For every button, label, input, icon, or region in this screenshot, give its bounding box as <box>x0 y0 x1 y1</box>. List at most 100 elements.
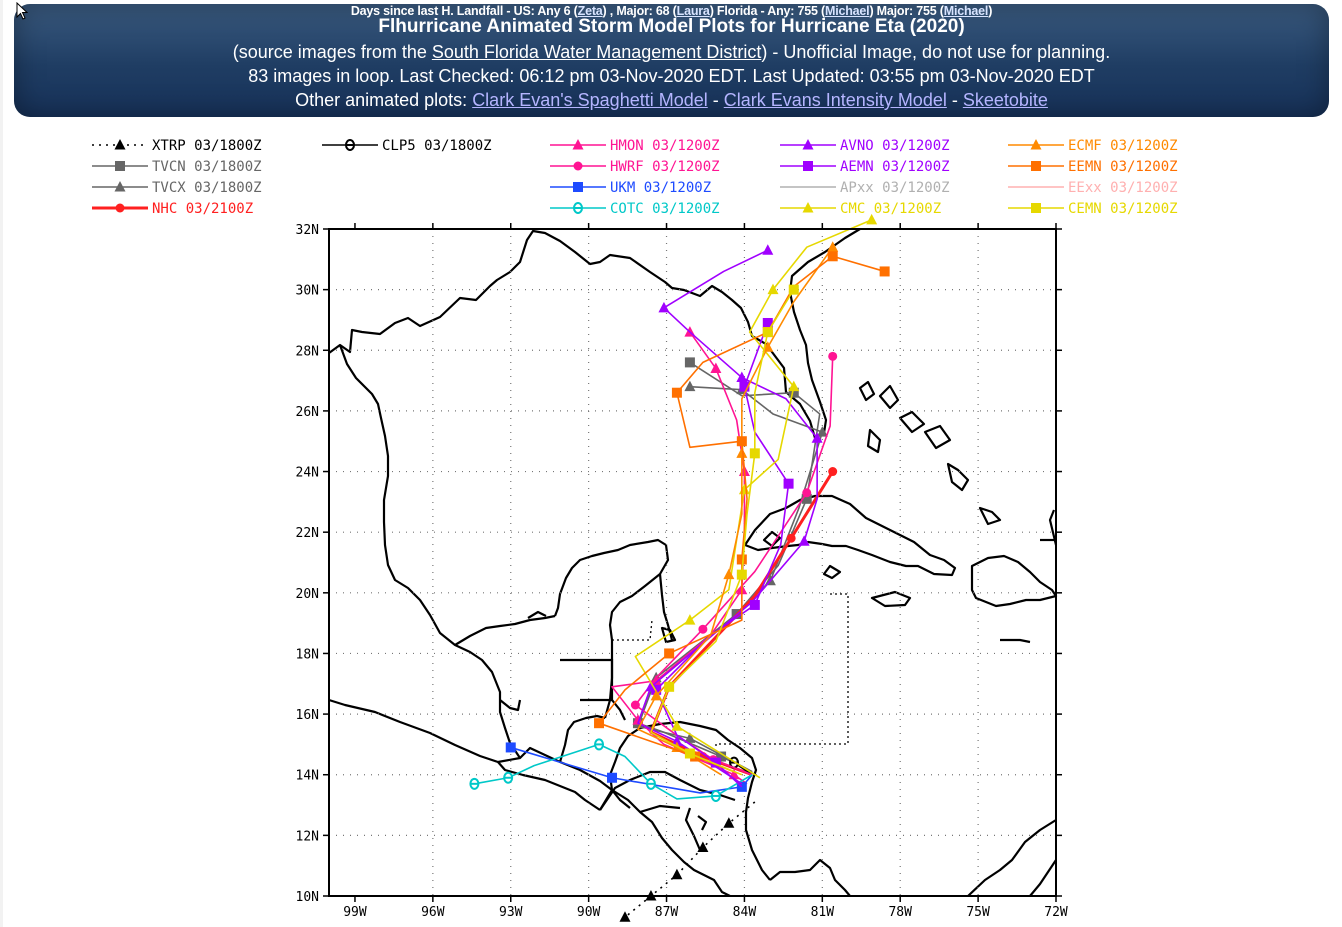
y-tick-label: 16N <box>296 708 319 723</box>
legend-item-hwrf: HWRF 03/1200Z <box>550 159 720 175</box>
tvcx-point <box>684 732 696 743</box>
xtrp-point <box>723 817 735 828</box>
legend-label-cemn: CEMN 03/1200Z <box>1068 201 1178 217</box>
zeta-link[interactable]: Zeta <box>577 4 603 18</box>
axes: 10N 12N 14N 16N 18N 20N 22N 24N 26N 28N 30N 32N 99W 9… <box>296 223 1068 920</box>
x-tick-label: 75W <box>966 905 990 920</box>
chart-legend: XTRP 03/1800Z TVCN 03/1800Z TVCX 03/1800Z N… <box>92 138 1178 217</box>
legend-item-nhc: NHC 03/2100Z <box>92 201 253 217</box>
landfall-text: ) Florida - Any: 755 ( <box>709 4 825 18</box>
legend-marker-aemn <box>803 161 813 171</box>
aemn-point-shape <box>783 478 794 489</box>
hwrf-point-shape <box>630 700 640 710</box>
cmc-point <box>767 283 779 295</box>
eemn-point-shape <box>671 387 682 398</box>
tvcn-point-shape <box>788 387 799 398</box>
sfwmd-link[interactable]: South Florida Water Management District <box>431 42 762 62</box>
ecmf-point-shape <box>723 568 735 580</box>
xtrp-point-shape <box>619 911 631 922</box>
aemn-point <box>762 317 773 328</box>
x-tick-label: 93W <box>499 905 523 920</box>
avno-point <box>762 244 774 255</box>
landfall-text: Days since last H. Landfall - US: Any 6 … <box>350 4 578 18</box>
legend-marker-cmc <box>802 202 814 213</box>
header-banner: Days since last H. Landfall - US: Any 6 … <box>14 4 1329 117</box>
ukm-point <box>607 772 618 783</box>
nhc-point <box>786 533 796 543</box>
source-prefix: (source images from the <box>232 42 432 62</box>
tvcx-point <box>816 426 828 437</box>
aemn-point <box>749 599 760 610</box>
y-tick-label: 28N <box>296 344 319 359</box>
skeetobite-link[interactable]: Skeetobite <box>962 90 1048 110</box>
cmc-point-shape <box>788 380 800 392</box>
avno-point-shape <box>762 244 774 255</box>
laura-link[interactable]: Laura <box>676 4 710 18</box>
cotc-point <box>469 777 480 790</box>
y-tick-label: 26N <box>296 405 319 420</box>
tvcx-point <box>684 380 696 392</box>
aemn-point <box>783 478 794 489</box>
legend-marker-xtrp-shape <box>114 139 126 150</box>
legend-marker-ecmf <box>1030 139 1042 150</box>
x-tick-label: 72W <box>1044 905 1068 920</box>
legend-marker-cemn-shape <box>1031 203 1041 213</box>
cmc-point-shape <box>684 614 696 625</box>
legend-marker-tvcn-shape <box>115 161 125 171</box>
eemn-point <box>671 387 682 398</box>
tvcn-point <box>788 387 799 398</box>
cmc-point-shape <box>866 213 878 225</box>
legend-marker-ukm-shape <box>573 182 583 192</box>
intensity-model-link[interactable]: Clark Evans Intensity Model <box>723 90 947 110</box>
legend-label-apxx: APxx 03/1200Z <box>840 180 950 196</box>
legend-marker-tvcx <box>114 181 126 192</box>
land-outlines <box>328 228 1058 897</box>
xtrp-point-shape <box>697 841 709 852</box>
michael-major-link[interactable]: Michael <box>943 4 989 18</box>
ecmf-point <box>650 689 662 701</box>
avno-point-shape <box>811 432 823 443</box>
y-tick-label: 24N <box>296 466 319 481</box>
legend-item-xtrp: XTRP 03/1800Z <box>92 138 262 154</box>
landfall-text: ) Major: 755 ( <box>869 4 944 18</box>
y-tick-label: 22N <box>296 526 319 541</box>
eemn-point <box>736 436 747 447</box>
aemn-point-shape <box>762 317 773 328</box>
legend-label-eemn: EEMN 03/1200Z <box>1068 159 1178 175</box>
hwrf-point <box>828 351 838 361</box>
tvcn-point <box>716 751 727 762</box>
cemn-point <box>736 569 747 580</box>
michael-link[interactable]: Michael <box>824 4 870 18</box>
y-tick-label: 32N <box>296 223 319 238</box>
legend-label-cotc: COTC 03/1200Z <box>610 201 720 217</box>
separator: - <box>946 90 963 110</box>
legend-label-eexx: EExx 03/1200Z <box>1068 180 1178 196</box>
legend-marker-hmon-shape <box>572 139 584 150</box>
ecmf-point <box>736 447 748 458</box>
nhc-point <box>828 467 838 477</box>
aemn-point-shape <box>739 381 750 392</box>
legend-marker-ukm <box>573 182 583 192</box>
y-tick-label: 12N <box>296 829 319 844</box>
ecmf-point <box>723 568 735 580</box>
x-tick-label: 81W <box>811 905 835 920</box>
legend-marker-ecmf-shape <box>1030 139 1042 150</box>
legend-marker-nhc <box>115 203 125 213</box>
legend-label-hmon: HMON 03/1200Z <box>610 138 720 154</box>
eemn-point <box>594 718 605 729</box>
legend-marker-avno <box>802 139 814 150</box>
tvcx-point-shape <box>684 380 696 392</box>
ecmf-point-shape <box>762 341 774 352</box>
source-suffix: ) - Unofficial Image, do not use for pla… <box>761 42 1111 62</box>
avno-point <box>736 371 748 383</box>
legend-item-cmc: CMC 03/1200Z <box>780 201 941 217</box>
legend-item-ecmf: ECMF 03/1200Z <box>1008 138 1178 154</box>
xtrp-point-shape <box>723 817 735 828</box>
loop-status-line: 83 images in loop. Last Checked: 06:12 p… <box>248 66 1095 86</box>
plot-frame <box>328 228 1057 897</box>
spaghetti-model-link[interactable]: Clark Evan's Spaghetti Model <box>472 90 708 110</box>
left-border <box>0 0 3 927</box>
tvcn-point-shape <box>801 493 812 504</box>
xtrp-point <box>619 911 631 922</box>
